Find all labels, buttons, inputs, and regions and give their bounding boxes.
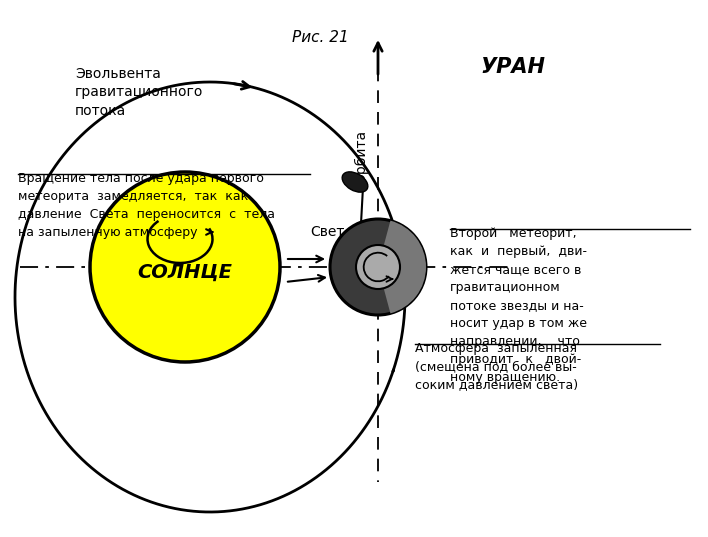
Circle shape: [330, 219, 426, 315]
Text: Вращение тела после удара первого
метеорита  замедляется,  так  как
давление  Св: Вращение тела после удара первого метеор…: [18, 172, 275, 239]
Text: УРАН: УРАН: [480, 57, 545, 77]
Ellipse shape: [342, 172, 368, 192]
Text: Орбита: Орбита: [354, 130, 368, 184]
Text: Свет: Свет: [310, 225, 344, 239]
Wedge shape: [378, 221, 426, 314]
Text: Атмосфера  запыленная
(смещена под более вы-
соким давлением света): Атмосфера запыленная (смещена под более …: [415, 342, 578, 391]
Circle shape: [356, 245, 400, 289]
Text: Второй   метеорит,
как  и  первый,  дви-
жется чаще всего в
гравитационном
поток: Второй метеорит, как и первый, дви- жетс…: [450, 227, 587, 384]
Circle shape: [90, 172, 280, 362]
Text: Эвольвента
гравитационного
потока: Эвольвента гравитационного потока: [75, 67, 203, 118]
Text: СОЛНЦЕ: СОЛНЦЕ: [137, 263, 232, 281]
Text: Рис. 21: Рис. 21: [292, 30, 348, 45]
